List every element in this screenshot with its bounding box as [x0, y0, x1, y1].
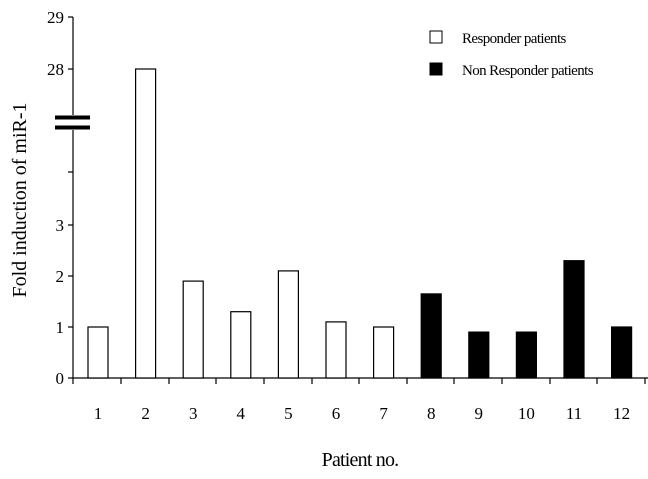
y-tick-label: 2	[56, 267, 65, 286]
bar-non-responder	[420, 293, 442, 379]
bar-responder	[277, 270, 299, 379]
legend-swatch-non-responder	[429, 62, 443, 76]
bar-non-responder	[610, 326, 633, 379]
x-tick-label: 3	[189, 404, 198, 423]
y-tick-label: 0	[56, 369, 65, 388]
x-tick-label: 2	[141, 404, 150, 423]
legend-swatch-responder	[429, 30, 443, 44]
bar-responder	[373, 326, 395, 379]
legend-label-non-responder: Non Responder patients	[462, 63, 594, 79]
bar-responder	[230, 311, 252, 379]
x-ticks: 1 2 3 4 5 6 7 8 9 10 11 12	[72, 378, 646, 423]
legend: Responder patients Non Responder patient…	[429, 30, 594, 79]
x-tick-label: 1	[94, 404, 103, 423]
y-tick-label: 29	[47, 8, 64, 27]
x-tick-label: 6	[332, 404, 341, 423]
y-tick-label: 1	[56, 318, 65, 337]
bar-responder	[87, 326, 109, 379]
y-tick-label: 3	[56, 216, 65, 235]
y-tick-label: 28	[47, 60, 64, 79]
bar-responder	[325, 321, 347, 379]
x-tick-label: 7	[379, 404, 388, 423]
bar-responder	[135, 68, 157, 379]
bar-non-responder	[563, 260, 585, 379]
legend-label-responder: Responder patients	[462, 31, 567, 47]
x-tick-label: 11	[566, 404, 582, 423]
x-tick-label: 8	[427, 404, 436, 423]
axis-break-mask	[70, 115, 80, 130]
x-tick-label: 9	[475, 404, 484, 423]
y-ticks: 0 1 2 3 28 29	[47, 8, 73, 388]
x-axis-title: Patient no.	[322, 449, 399, 471]
x-tick-label: 4	[237, 404, 246, 423]
y-axis-title: Fold induction of miR-1	[9, 103, 31, 298]
bar-responder	[182, 280, 204, 379]
x-tick-label: 12	[613, 404, 630, 423]
bar-non-responder	[468, 331, 490, 379]
bars	[87, 68, 633, 379]
x-tick-label: 5	[284, 404, 293, 423]
bar-non-responder	[515, 331, 538, 379]
x-tick-label: 10	[518, 404, 535, 423]
